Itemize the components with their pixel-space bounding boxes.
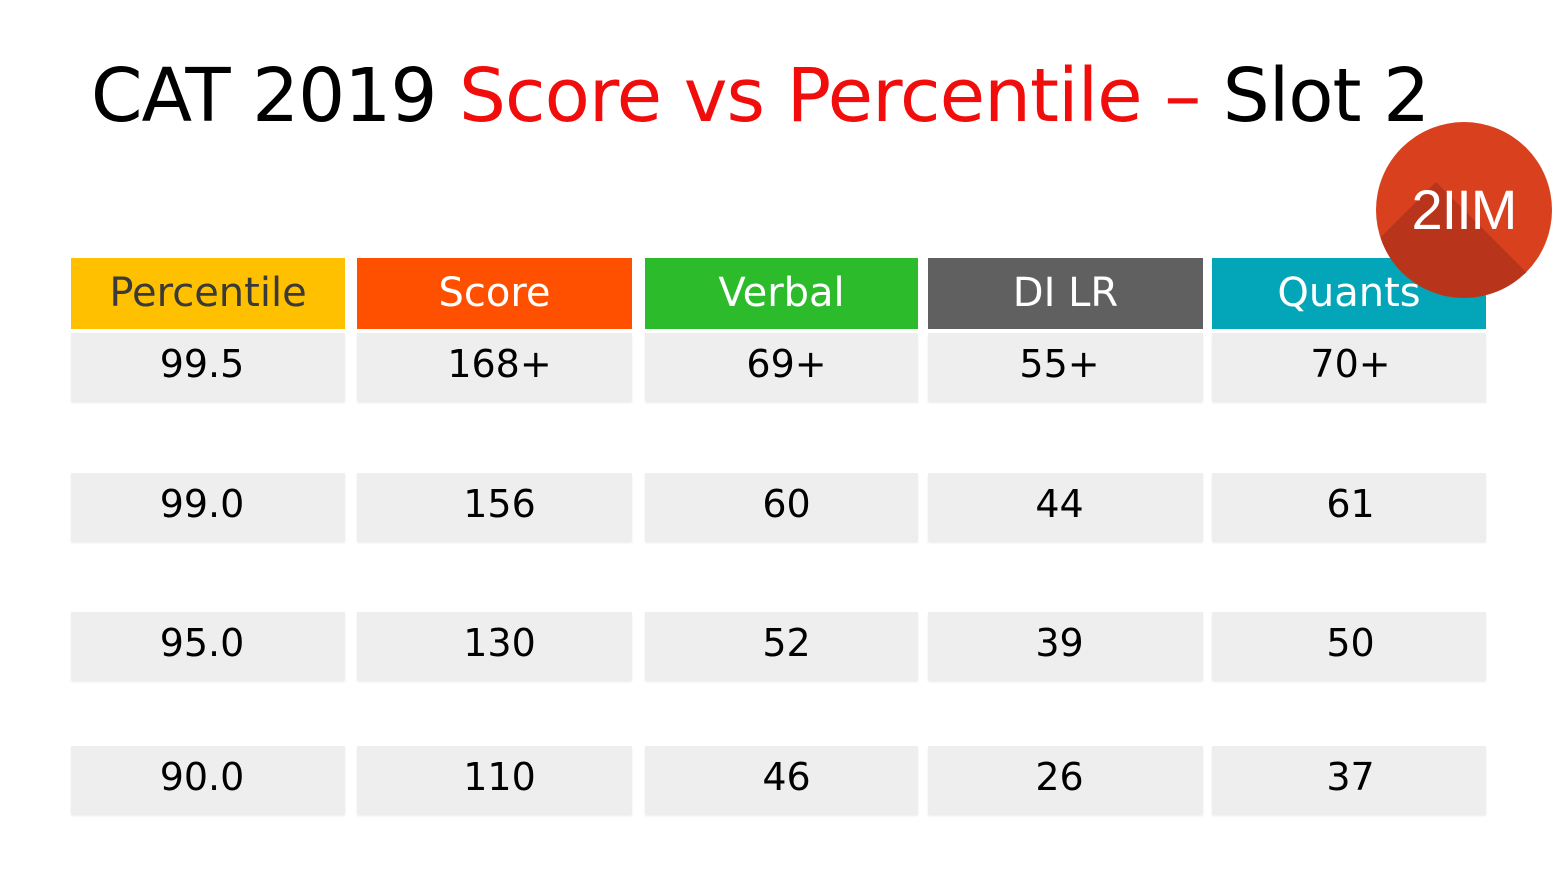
table-cell: 55+: [928, 333, 1203, 401]
table-cell: 130: [357, 612, 632, 680]
logo-2iim-badge: 2IIM: [1376, 122, 1552, 298]
table-cell: 50: [1212, 612, 1486, 680]
table-cell: 26: [928, 746, 1203, 814]
table-cell: 61: [1212, 473, 1486, 541]
column-header-verbal: Verbal: [645, 258, 918, 329]
title-part-exam: CAT 2019: [90, 53, 459, 139]
table-cell: 70+: [1212, 333, 1486, 401]
table-cell: 52: [645, 612, 918, 680]
table-cell: 46: [645, 746, 918, 814]
column-header-score: Score: [357, 258, 632, 329]
table-cell: 99.0: [71, 473, 345, 541]
table-cell: 95.0: [71, 612, 345, 680]
table-cell: 37: [1212, 746, 1486, 814]
title-part-slot: Slot 2: [1222, 53, 1430, 139]
title-part-highlight: Score vs Percentile: [458, 53, 1143, 139]
table-cell: 69+: [645, 333, 918, 401]
logo-text: 2IIM: [1411, 178, 1518, 241]
table-cell: 60: [645, 473, 918, 541]
title-dash: –: [1141, 53, 1223, 139]
table-cell: 44: [928, 473, 1203, 541]
table-cell: 156: [357, 473, 632, 541]
column-header-percentile: Percentile: [71, 258, 345, 329]
page-title: CAT 2019 Score vs Percentile – Slot 2: [0, 52, 1520, 140]
table-cell: 99.5: [71, 333, 345, 401]
table-cell: 39: [928, 612, 1203, 680]
table-cell: 168+: [357, 333, 632, 401]
column-header-di-lr: DI LR: [928, 258, 1203, 329]
table-cell: 90.0: [71, 746, 345, 814]
table-cell: 110: [357, 746, 632, 814]
